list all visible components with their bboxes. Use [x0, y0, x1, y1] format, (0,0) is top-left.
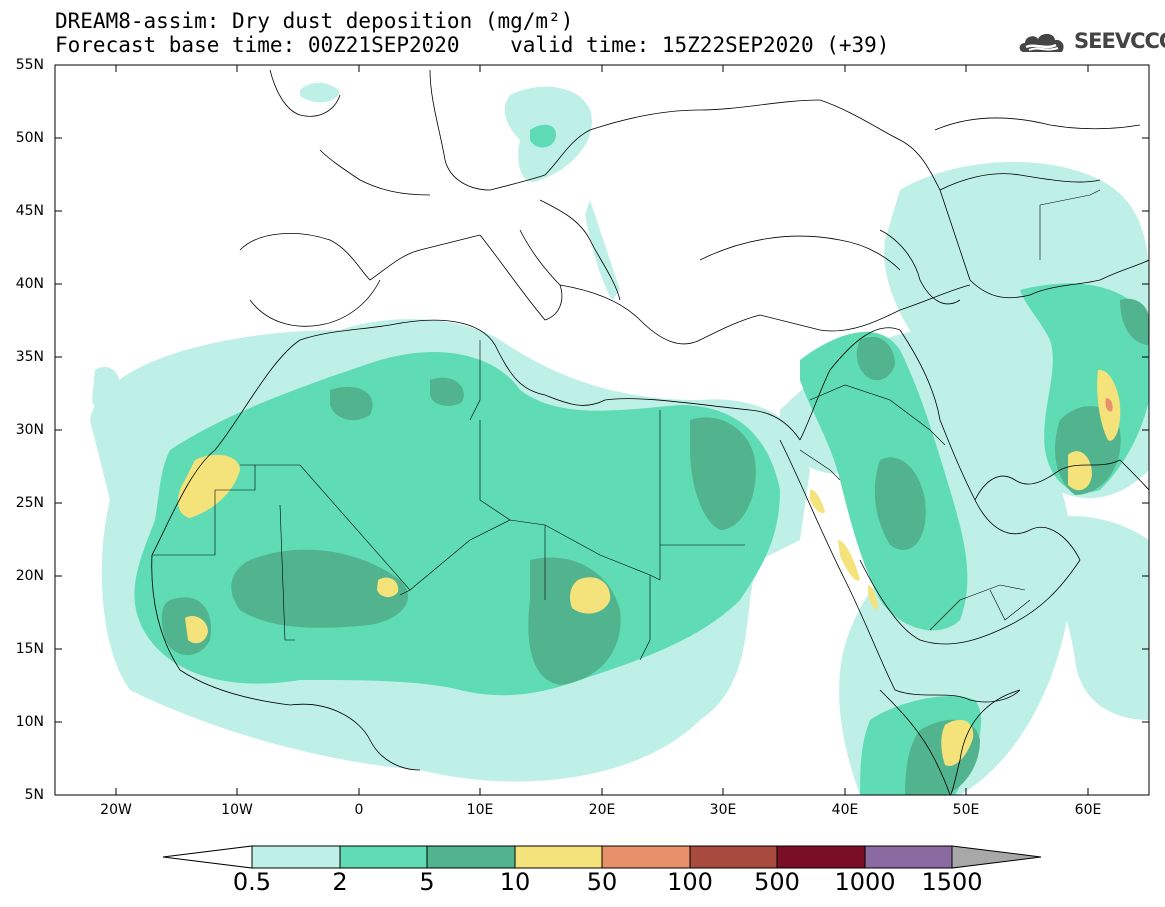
lon-label: 60E	[1074, 802, 1102, 818]
lon-label: 10E	[466, 802, 494, 818]
lat-label: 50N	[15, 130, 44, 146]
axis-ticks	[55, 64, 1149, 795]
colorbar-label: 5	[419, 868, 435, 896]
forecast-times: Forecast base time: 00Z21SEP2020 valid t…	[55, 33, 890, 57]
lat-label: 30N	[15, 422, 44, 438]
lon-label: 0	[354, 802, 364, 818]
colorbar-label: 2	[332, 868, 348, 896]
colorbar-under-arrow	[162, 845, 253, 869]
colorbar-bin-3	[514, 845, 603, 869]
logo-text: SEEVCCC	[1074, 29, 1165, 53]
lat-label: 25N	[15, 495, 44, 511]
map-title: DREAM8-assim: Dry dust deposition (mg/m²…	[55, 9, 574, 33]
colorbar-bin-1	[339, 845, 428, 869]
colorbar-label: 0.5	[232, 868, 272, 896]
colorbar-bin-5	[689, 845, 778, 869]
colorbar-label: 1500	[921, 868, 983, 896]
lon-label: 30E	[709, 802, 737, 818]
dust-field	[55, 65, 1149, 795]
lat-label: 40N	[15, 276, 44, 292]
colorbar-over-arrow	[951, 845, 1042, 869]
cloud-icon	[1019, 33, 1064, 52]
lat-label: 45N	[15, 203, 44, 219]
lon-label: 20E	[588, 802, 616, 818]
colorbar-bin-6	[776, 845, 866, 869]
lon-label: 10W	[221, 802, 253, 818]
colorbar	[162, 845, 1042, 869]
lat-label: 35N	[15, 349, 44, 365]
lon-label: 50E	[952, 802, 980, 818]
lat-label: 15N	[15, 641, 44, 657]
colorbar-bin-7	[864, 845, 953, 869]
lon-label: 40E	[831, 802, 859, 818]
colorbar-bin-4	[601, 845, 691, 869]
colorbar-bin-2	[426, 845, 516, 869]
lat-label: 20N	[15, 568, 44, 584]
colorbar-label: 50	[586, 868, 618, 896]
colorbar-label: 10	[499, 868, 531, 896]
lat-label: 55N	[15, 57, 44, 73]
colorbar-label: 100	[667, 868, 713, 896]
colorbar-label: 1000	[834, 868, 896, 896]
colorbar-label: 500	[754, 868, 800, 896]
lat-label: 10N	[15, 714, 44, 730]
seevccc-logo: SEEVCCC	[1016, 28, 1165, 56]
lon-label: 20W	[100, 802, 132, 818]
lat-label: 5N	[24, 787, 44, 803]
colorbar-bin-0	[251, 845, 341, 869]
